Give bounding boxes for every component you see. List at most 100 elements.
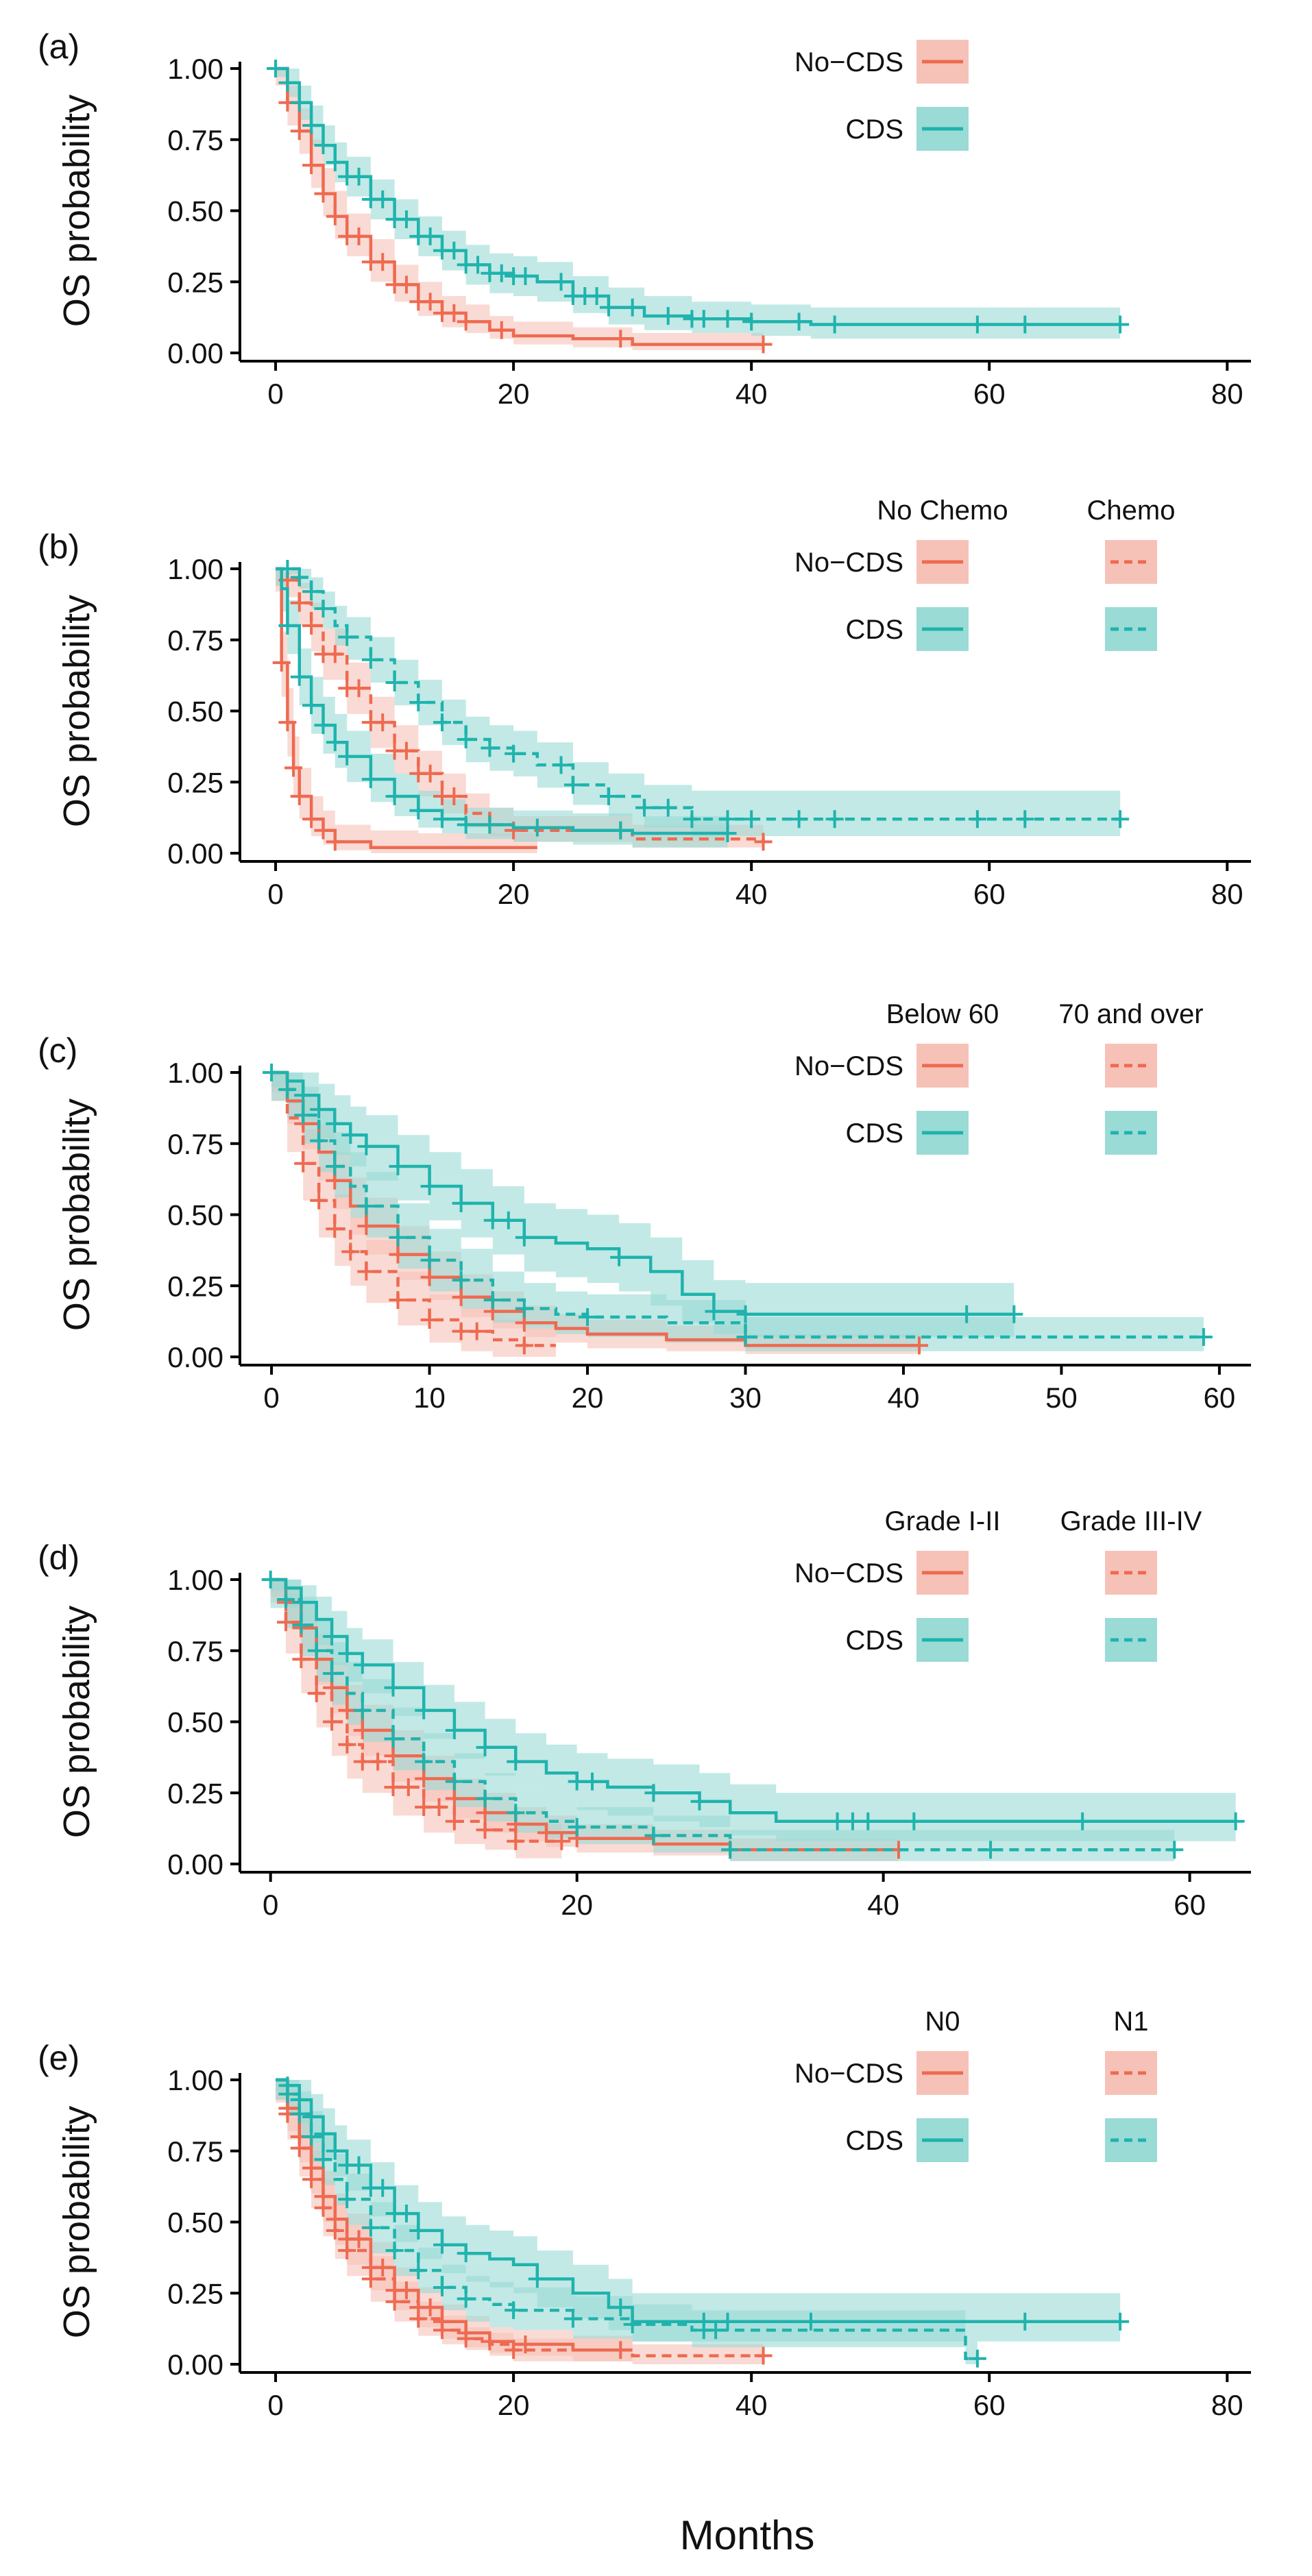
- x-tick-label: 60: [1174, 1889, 1206, 1921]
- x-tick-label: 30: [729, 1382, 762, 1414]
- censor-mark-d-2-14: [828, 1812, 847, 1830]
- censor-mark-e-1-5: [338, 2242, 356, 2259]
- censor-mark-b-0-2: [284, 759, 303, 777]
- censor-mark-b-2-4: [326, 733, 344, 752]
- censor-mark-c-2-15: [958, 1305, 976, 1323]
- censor-mark-e-0-10: [397, 2281, 415, 2300]
- censor-mark-d-3-9: [507, 1804, 525, 1822]
- censor-mark-c-2-11: [515, 1228, 533, 1247]
- censor-mark-e-3-9: [457, 2290, 475, 2308]
- censor-mark-d-2-11: [583, 1772, 602, 1791]
- x-tick-label: 0: [267, 878, 283, 910]
- censor-mark-d-2-2: [323, 1628, 341, 1645]
- censor-mark-b-3-8: [433, 713, 451, 732]
- chart-panel-d: 0.00 0.25 0.50 0.75 1.00 0 20 40 60 OS probabilit…: [38, 1506, 1251, 1921]
- censor-mark-a-1-19: [492, 264, 511, 282]
- censor-mark-b-2-2: [302, 696, 321, 715]
- censor-mark-d-2-10: [568, 1772, 586, 1791]
- legend-row-label: No−CDS: [794, 548, 903, 578]
- censor-mark-b-0-3: [290, 787, 308, 805]
- censor-mark-e-3-10: [505, 2301, 523, 2320]
- censor-mark-d-2-18: [1073, 1812, 1092, 1830]
- censor-mark-e-0-16: [516, 2335, 535, 2353]
- censor-mark-b-3-7: [409, 694, 428, 712]
- censor-mark-d-3-8: [476, 1789, 494, 1808]
- y-axis-title: OS probability: [56, 2106, 97, 2338]
- y-tick-label: 0.00: [167, 837, 223, 870]
- censor-mark-a-1-7: [350, 167, 368, 186]
- censor-mark-b-3-6: [385, 674, 404, 691]
- censor-mark-a-1-5: [326, 153, 344, 171]
- censor-mark-a-1-1: [278, 73, 297, 92]
- y-axis-title: OS probability: [56, 1099, 97, 1331]
- x-tick-label: 40: [736, 878, 768, 910]
- censor-mark-b-1-18: [754, 833, 773, 851]
- y-tick-label: 0.50: [167, 2207, 223, 2239]
- censor-mark-e-3-15: [968, 2349, 986, 2368]
- censor-mark-b-2-6: [361, 770, 380, 789]
- censor-mark-e-2-4: [326, 2142, 344, 2160]
- censor-mark-d-2-13: [690, 1792, 709, 1811]
- censor-mark-d-1-5: [353, 1752, 372, 1771]
- censor-mark-a-1-28: [659, 307, 677, 326]
- censor-mark-c-2-14: [736, 1305, 755, 1323]
- censor-mark-a-0-12: [421, 293, 439, 311]
- ci-band-a-1: [276, 69, 1121, 339]
- censor-mark-a-1-25: [587, 287, 606, 305]
- censor-mark-c-1-0: [294, 1154, 313, 1173]
- censor-mark-a-1-31: [718, 310, 737, 328]
- censor-mark-e-1-10: [457, 2329, 475, 2348]
- censor-mark-e-3-14: [707, 2321, 725, 2340]
- censor-mark-d-1-6: [369, 1752, 387, 1771]
- censor-mark-d-2-12: [644, 1784, 663, 1802]
- y-tick-label: 0.25: [167, 2277, 223, 2309]
- censor-mark-a-1-2: [290, 93, 308, 112]
- chart-panel-a: 0.00 0.25 0.50 0.75 1.00 0 20 40 60 80 OS probabil…: [38, 27, 1251, 410]
- censor-mark-a-0-3: [314, 184, 332, 203]
- censor-mark-d-2-9: [507, 1752, 525, 1771]
- censor-mark-e-3-6: [385, 2242, 404, 2259]
- censor-mark-b-1-4: [326, 645, 344, 663]
- chart-panel-c: 0.00 0.25 0.50 0.75 1.00 0 10 20 30 40 50 60 OS prob…: [38, 999, 1251, 1414]
- censor-mark-a-0-16: [492, 321, 511, 339]
- censor-mark-e-2-20: [1111, 2312, 1130, 2331]
- censor-mark-a-1-22: [552, 273, 570, 291]
- legend-column-header: No Chemo: [877, 495, 1008, 526]
- censor-mark-b-3-24: [1111, 810, 1130, 829]
- censor-mark-a-1-15: [445, 241, 463, 260]
- censor-mark-c-2-12: [610, 1248, 629, 1266]
- x-tick-label: 60: [973, 2389, 1006, 2421]
- censor-mark-b-2-12: [528, 818, 546, 837]
- panel-label: (a): [38, 27, 80, 66]
- legend-row-label: CDS: [846, 1118, 903, 1149]
- legend-row-label: No−CDS: [794, 47, 903, 77]
- y-tick-label: 1.00: [167, 1057, 223, 1089]
- censor-mark-e-2-17: [718, 2312, 737, 2331]
- censor-mark-e-3-5: [361, 2218, 380, 2237]
- censor-mark-d-2-6: [415, 1701, 433, 1719]
- censor-mark-c-0-2: [357, 1217, 376, 1236]
- censor-mark-d-1-13: [507, 1832, 525, 1850]
- censor-mark-d-2-17: [905, 1812, 923, 1830]
- x-tick-label: 0: [267, 378, 283, 410]
- censor-mark-c-1-8: [467, 1322, 486, 1340]
- censor-mark-c-2-9: [483, 1211, 502, 1229]
- censor-mark-e-3-4: [338, 2190, 356, 2209]
- censor-mark-a-0-2: [302, 156, 321, 175]
- panel-label: (d): [38, 1538, 80, 1577]
- censor-mark-c-2-3: [326, 1114, 344, 1133]
- censor-mark-c-1-6: [420, 1311, 439, 1329]
- x-tick-label: 40: [736, 2389, 768, 2421]
- censor-mark-a-0-6: [350, 227, 368, 245]
- censor-mark-c-2-7: [420, 1177, 439, 1195]
- censor-mark-d-0-4: [338, 1701, 356, 1719]
- censor-mark-d-2-4: [353, 1656, 372, 1674]
- y-axis-title: OS probability: [56, 595, 97, 827]
- censor-mark-d-3-2: [307, 1641, 326, 1660]
- censor-mark-c-3-6: [420, 1251, 439, 1269]
- km-curve-b-3: [276, 567, 1121, 821]
- y-tick-label: 1.00: [167, 2064, 223, 2096]
- censor-mark-b-1-6: [350, 679, 368, 698]
- y-tick-label: 0.00: [167, 1848, 223, 1880]
- x-tick-label: 20: [572, 1382, 604, 1414]
